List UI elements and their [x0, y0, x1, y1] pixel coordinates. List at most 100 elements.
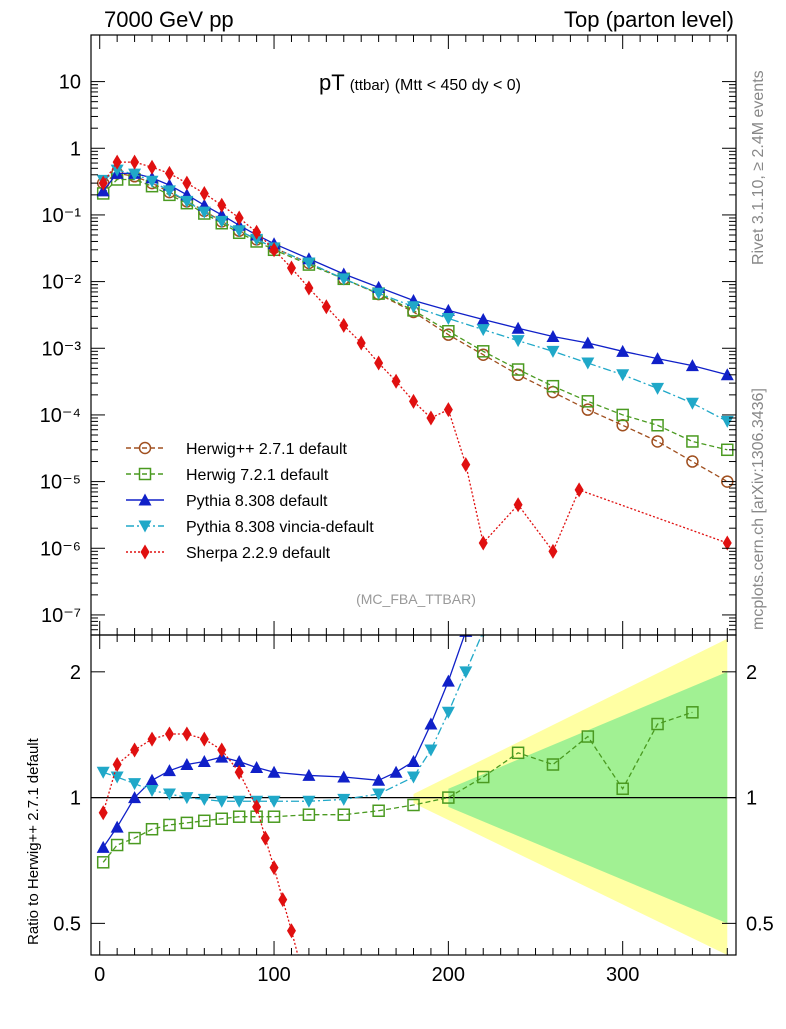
main-data-point — [145, 175, 159, 188]
ratio-data-point — [296, 956, 305, 971]
main-data-point — [443, 402, 453, 418]
main-data-point — [250, 233, 264, 246]
main-data-point — [686, 455, 699, 468]
main-data-point — [356, 335, 366, 351]
ratio-series-layer — [91, 635, 736, 971]
ratio-data-point — [686, 706, 699, 719]
ratio-ylabel: Ratio to Herwig++ 2.7.1 default — [25, 737, 42, 945]
main-ytick-label: 10⁻¹ — [42, 205, 82, 227]
ratio-data-point — [215, 812, 228, 825]
main-data-point — [252, 224, 262, 240]
main-data-point — [476, 313, 490, 326]
main-data-point — [232, 225, 246, 238]
ratio-data-point — [182, 726, 192, 742]
ratio-data-point — [145, 773, 159, 786]
ratio-data-point — [199, 731, 209, 747]
ratio-data-point — [302, 808, 316, 821]
ratio-data-point — [198, 814, 211, 828]
ratio-data-point — [110, 820, 124, 833]
ratio-data-point — [511, 746, 525, 760]
ratio-data-point — [147, 731, 157, 747]
ratio-data-point — [217, 742, 227, 758]
main-data-point — [616, 369, 630, 382]
legend-label: Pythia 8.308 default — [186, 493, 328, 510]
ratio-data-point — [459, 666, 473, 679]
main-data-point — [546, 330, 560, 343]
legend-marker — [140, 544, 150, 560]
main-data-point — [546, 345, 560, 358]
main-title-suffix: (Mtt < 450 dy < 0) — [395, 77, 521, 94]
legend-label: Herwig++ 2.7.1 default — [186, 441, 348, 458]
main-data-point — [147, 159, 157, 175]
ratio-ytick-label-right: 0.5 — [746, 913, 774, 935]
ratio-data-point — [197, 793, 211, 806]
ratio-data-point — [145, 784, 159, 797]
ratio-data-point — [110, 838, 124, 852]
ratio-series-line — [102, 733, 299, 955]
main-data-point — [722, 535, 732, 551]
main-ytick-label: 10⁻² — [42, 272, 82, 294]
main-data-point — [441, 303, 455, 316]
main-data-point — [409, 393, 418, 409]
ratio-data-point — [128, 831, 141, 845]
main-data-point — [720, 368, 734, 381]
ratio-xtick-label: 200 — [432, 964, 465, 986]
ratio-data-point — [302, 795, 316, 808]
ratio-data-point — [232, 810, 246, 823]
ratio-data-point — [162, 788, 176, 801]
main-ytick-label: 10⁻³ — [42, 338, 82, 360]
ratio-data-point — [407, 771, 420, 784]
legend-marker — [138, 441, 152, 455]
main-series-layer — [96, 154, 734, 559]
main-data-point — [616, 344, 630, 357]
ratio-data-point — [267, 795, 281, 808]
ratio-data-point — [163, 818, 176, 832]
main-data-point — [442, 324, 455, 338]
legend: Herwig++ 2.7.1 default Herwig 7.2.1 defau… — [126, 441, 374, 562]
main-series-line — [102, 172, 728, 376]
ratio-data-point — [215, 795, 229, 808]
main-series-line — [102, 161, 728, 553]
ratio-data-point — [424, 744, 438, 757]
main-data-point — [426, 410, 436, 426]
ratio-data-point — [260, 830, 270, 846]
ratio-data-point — [267, 765, 281, 778]
main-data-point — [616, 408, 629, 422]
main-data-point — [581, 403, 595, 416]
main-data-point — [234, 210, 244, 226]
main-data-point — [574, 482, 584, 498]
main-data-point — [511, 335, 525, 348]
ratio-data-point — [128, 778, 142, 791]
ratio-data-point — [96, 856, 110, 869]
ratio-data-point — [232, 795, 246, 808]
ratio-data-point — [337, 793, 351, 806]
ratio-ytick-label-left: 2 — [70, 662, 81, 684]
main-data-point — [616, 419, 629, 432]
header-left: 7000 GeV pp — [104, 7, 234, 32]
main-title: pT (ttbar) (Mtt < 450 dy < 0) — [319, 70, 521, 95]
main-ytick-label: 1 — [70, 138, 81, 160]
ratio-data-point — [651, 717, 664, 731]
main-data-point — [339, 317, 349, 333]
ratio-ytick-label-right: 1 — [746, 788, 757, 810]
ratio-data-point — [441, 674, 455, 687]
main-data-point — [302, 257, 316, 270]
main-data-point — [215, 215, 229, 228]
ratio-data-point — [112, 757, 122, 773]
ratio-data-point — [197, 755, 211, 768]
ratio-data-point — [337, 808, 351, 821]
ratio-data-point — [98, 805, 108, 821]
ratio-xtick-label: 300 — [606, 964, 639, 986]
main-title-main: pT — [319, 70, 345, 95]
ratio-data-point — [234, 764, 244, 780]
ratio-xtick-label: 0 — [94, 964, 105, 986]
main-data-point — [162, 185, 176, 198]
ratio-data-point — [442, 791, 455, 804]
ratio-data-point — [252, 799, 262, 815]
ratio-data-point — [128, 791, 142, 804]
ratio-data-point — [180, 792, 194, 805]
main-series-line — [102, 172, 728, 483]
main-data-point — [651, 382, 665, 395]
main-data-point — [478, 535, 488, 551]
